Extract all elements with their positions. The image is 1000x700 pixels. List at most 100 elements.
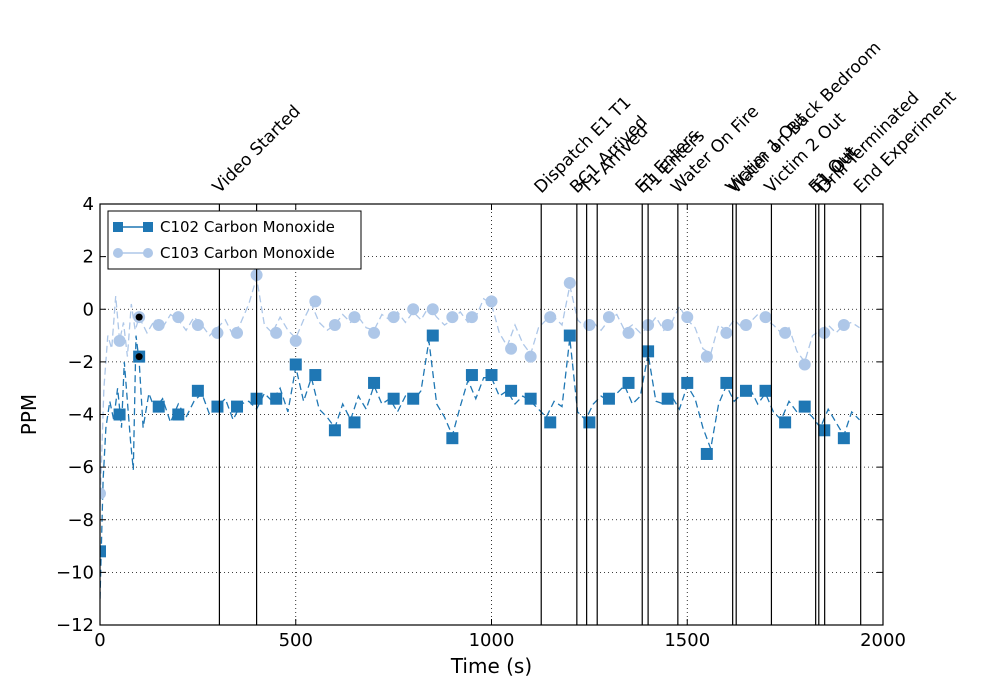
data-point xyxy=(485,369,498,382)
data-point xyxy=(837,432,850,445)
series-layer xyxy=(100,269,860,599)
y-tick-label: −6 xyxy=(67,457,94,478)
data-point xyxy=(837,319,850,332)
data-point xyxy=(289,358,302,371)
data-point xyxy=(544,311,557,324)
y-tick-label: −4 xyxy=(67,405,94,426)
data-point xyxy=(720,376,733,389)
data-point xyxy=(387,392,400,405)
y-tick-label: 0 xyxy=(83,299,94,320)
data-point xyxy=(368,326,381,339)
x-tick-label: 1500 xyxy=(664,630,710,651)
x-tick-label: 0 xyxy=(94,630,105,651)
data-point xyxy=(211,326,224,339)
data-point xyxy=(172,408,185,421)
data-point xyxy=(426,329,439,342)
data-point xyxy=(446,311,459,324)
data-point xyxy=(485,295,498,308)
legend-item: C102 Carbon Monoxide xyxy=(113,218,335,236)
data-point xyxy=(759,311,772,324)
data-point xyxy=(407,392,420,405)
series-1 xyxy=(100,329,860,599)
data-point xyxy=(407,303,420,316)
data-point xyxy=(231,326,244,339)
data-point xyxy=(524,392,537,405)
data-point xyxy=(172,311,185,324)
marker-dot xyxy=(135,313,143,321)
data-point xyxy=(524,350,537,363)
data-point xyxy=(270,326,283,339)
data-point xyxy=(759,384,772,397)
legend-marker xyxy=(113,248,123,258)
data-point xyxy=(661,392,674,405)
data-point xyxy=(191,384,204,397)
data-point xyxy=(700,350,713,363)
data-point xyxy=(100,487,106,500)
data-point xyxy=(152,319,165,332)
data-point xyxy=(270,392,283,405)
data-point xyxy=(583,416,596,429)
data-point xyxy=(309,369,322,382)
data-point xyxy=(563,329,576,342)
data-point xyxy=(505,384,518,397)
legend-marker xyxy=(143,248,153,258)
data-point xyxy=(739,384,752,397)
data-point xyxy=(681,376,694,389)
data-point xyxy=(211,400,224,413)
data-point xyxy=(779,326,792,339)
data-point xyxy=(368,376,381,389)
data-point xyxy=(231,400,244,413)
data-point xyxy=(681,311,694,324)
data-point xyxy=(348,416,361,429)
data-point xyxy=(328,319,341,332)
y-tick-label: 2 xyxy=(83,247,94,268)
data-point xyxy=(622,376,635,389)
legend: C102 Carbon Monoxide C103 Carbon Monoxide xyxy=(107,210,362,270)
data-point xyxy=(348,311,361,324)
x-axis-label: Time (s) xyxy=(450,654,532,678)
series-2 xyxy=(100,269,860,507)
data-point xyxy=(309,295,322,308)
data-point xyxy=(113,334,126,347)
data-point xyxy=(700,447,713,460)
axis-ticks: 0 500 1000 1500 2000 −12 −10 −8 −6 −4 −2 0 2 4 xyxy=(56,194,906,651)
data-point xyxy=(544,416,557,429)
data-point xyxy=(779,416,792,429)
legend-label: C103 Carbon Monoxide xyxy=(160,244,335,262)
data-point xyxy=(387,311,400,324)
data-point xyxy=(465,311,478,324)
data-point xyxy=(113,408,126,421)
y-axis-label: PPM xyxy=(17,394,41,435)
data-point xyxy=(720,326,733,339)
data-point xyxy=(289,334,302,347)
legend-marker xyxy=(113,222,123,232)
data-point xyxy=(191,319,204,332)
legend-box xyxy=(107,210,362,270)
data-point xyxy=(798,400,811,413)
x-tick-label: 1000 xyxy=(469,630,515,651)
data-point xyxy=(100,545,106,558)
data-point xyxy=(739,319,752,332)
data-point xyxy=(465,369,478,382)
data-point xyxy=(583,319,596,332)
data-point xyxy=(602,311,615,324)
event-label: Video Started xyxy=(209,102,305,198)
legend-marker xyxy=(143,222,153,232)
data-point xyxy=(328,424,341,437)
y-tick-label: −2 xyxy=(67,352,94,373)
data-point xyxy=(602,392,615,405)
x-tick-label: 500 xyxy=(279,630,313,651)
legend-item: C103 Carbon Monoxide xyxy=(113,244,335,262)
data-point xyxy=(563,276,576,289)
y-tick-label: 4 xyxy=(83,194,94,215)
series-line xyxy=(100,335,860,599)
legend-label: C102 Carbon Monoxide xyxy=(160,218,335,236)
y-tick-label: −8 xyxy=(67,510,94,531)
data-point xyxy=(505,342,518,355)
data-point xyxy=(661,319,674,332)
data-point xyxy=(446,432,459,445)
data-point xyxy=(152,400,165,413)
data-point xyxy=(798,358,811,371)
